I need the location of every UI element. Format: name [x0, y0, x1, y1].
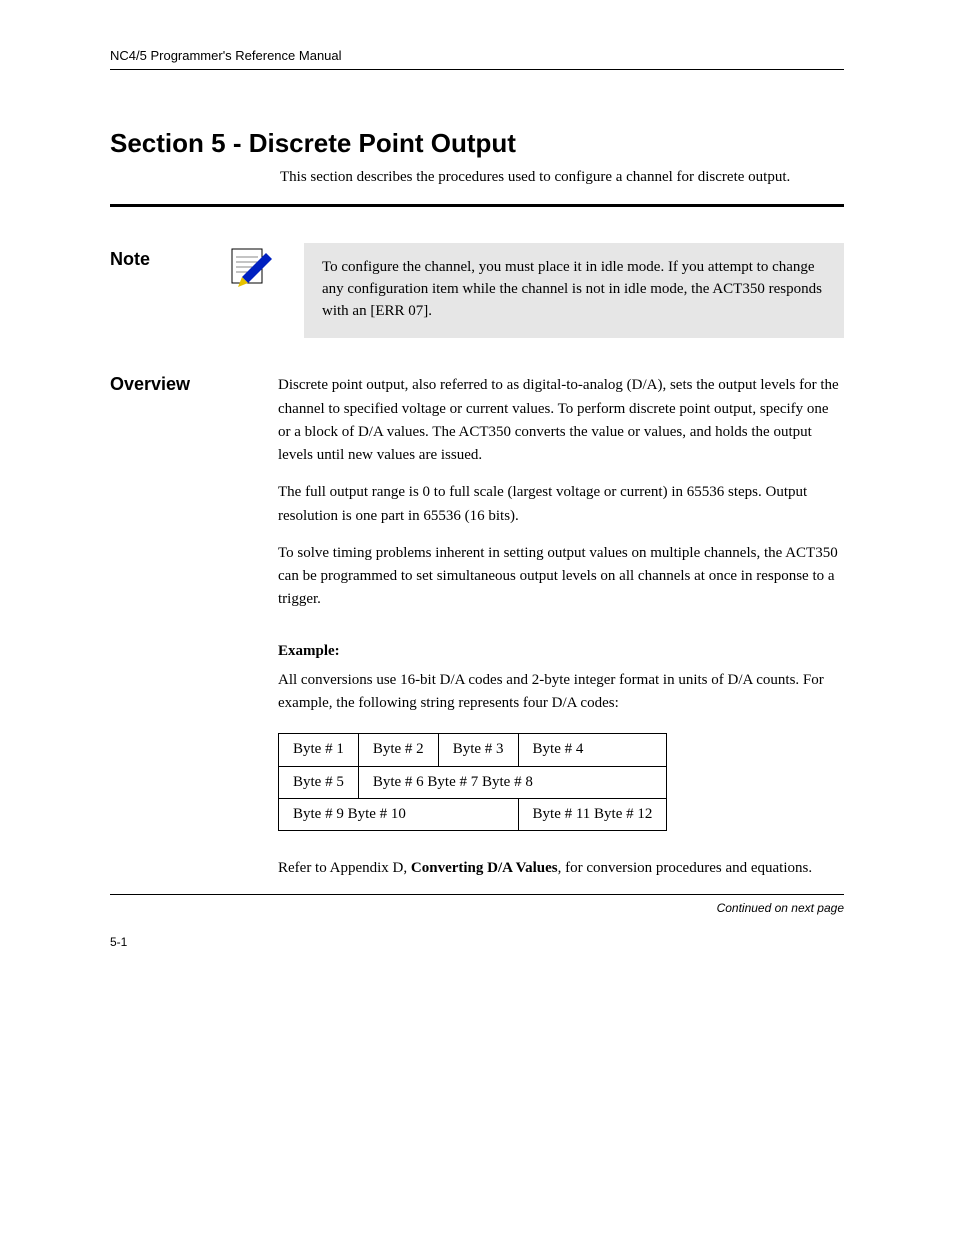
continued-label: Continued on next page	[110, 901, 844, 915]
overview-body: Discrete point output, also referred to …	[278, 374, 844, 894]
table-row: Byte # 1 Byte # 2 Byte # 3 Byte # 4	[279, 734, 667, 766]
note-block: Note To configure the channel, you must …	[110, 243, 844, 338]
ref-suffix: , for conversion procedures and equation…	[558, 860, 813, 876]
example-label: Example:	[278, 640, 844, 663]
table-row: Byte # 5 Byte # 6 Byte # 7 Byte # 8	[279, 766, 667, 798]
byte-table: Byte # 1 Byte # 2 Byte # 3 Byte # 4 Byte…	[278, 733, 667, 831]
cell: Byte # 4	[518, 734, 667, 766]
overview-label: Overview	[110, 374, 244, 894]
ref-prefix: Refer to Appendix D,	[278, 860, 411, 876]
reference-line: Refer to Appendix D, Converting D/A Valu…	[278, 857, 844, 880]
section-title: Section 5 - Discrete Point Output	[110, 128, 844, 159]
table-row: Byte # 9 Byte # 10 Byte # 11 Byte # 12	[279, 798, 667, 830]
section-intro: This section describes the procedures us…	[280, 169, 844, 186]
page-header: NC4/5 Programmer's Reference Manual	[110, 48, 844, 70]
note-text: To configure the channel, you must place…	[304, 243, 844, 338]
cell: Byte # 1	[279, 734, 359, 766]
overview-para-1: Discrete point output, also referred to …	[278, 374, 844, 467]
cell: Byte # 3	[438, 734, 518, 766]
cell: Byte # 9 Byte # 10	[279, 798, 519, 830]
notepad-icon	[228, 243, 276, 287]
example-body: All conversions use 16-bit D/A codes and…	[278, 669, 844, 716]
overview-para-2: The full output range is 0 to full scale…	[278, 481, 844, 528]
rule-thin	[110, 894, 844, 895]
note-label: Note	[110, 243, 200, 270]
ref-bold: Converting D/A Values	[411, 860, 558, 876]
page: NC4/5 Programmer's Reference Manual Sect…	[0, 0, 954, 1235]
page-number: 5-1	[110, 935, 844, 949]
cell: Byte # 6 Byte # 7 Byte # 8	[358, 766, 667, 798]
overview-para-3: To solve timing problems inherent in set…	[278, 542, 844, 612]
overview-block: Overview Discrete point output, also ref…	[110, 374, 844, 894]
cell: Byte # 2	[358, 734, 438, 766]
rule-heavy	[110, 204, 844, 207]
cell: Byte # 11 Byte # 12	[518, 798, 667, 830]
cell: Byte # 5	[279, 766, 359, 798]
